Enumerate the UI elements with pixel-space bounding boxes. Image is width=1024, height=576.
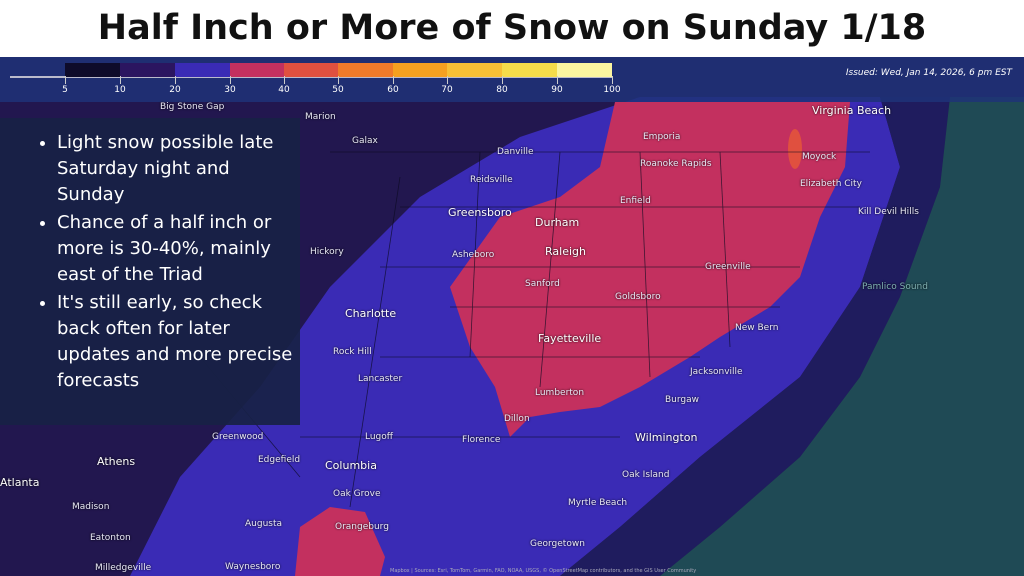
city-label: Sanford: [525, 279, 560, 289]
legend-tick-label: 50: [332, 85, 344, 95]
city-label: Greensboro: [448, 206, 512, 219]
bullet-list: Light snow possible late Saturday night …: [0, 130, 300, 394]
city-label: Myrtle Beach: [568, 498, 628, 508]
city-label: Oak Island: [622, 470, 670, 480]
legend-tick-label: 10: [114, 85, 126, 95]
city-label: Hickory: [310, 247, 344, 257]
city-label: Orangeburg: [335, 522, 389, 532]
ocean: [660, 97, 1024, 576]
city-label: Eatonton: [90, 533, 131, 543]
legend-swatch: [338, 63, 393, 77]
city-label: Florence: [462, 435, 501, 445]
city-label: Danville: [497, 147, 534, 157]
city-label: Roanoke Rapids: [640, 159, 712, 169]
issued-timestamp: Issued: Wed, Jan 14, 2026, 6 pm EST: [845, 68, 1012, 78]
city-label: Lugoff: [365, 432, 393, 442]
city-label: Jacksonville: [690, 367, 743, 377]
city-label: Rock Hill: [333, 347, 372, 357]
city-label: Elizabeth City: [800, 179, 862, 189]
city-label: Moyock: [802, 152, 837, 162]
city-label: Lancaster: [358, 374, 403, 384]
city-label: Greenwood: [212, 432, 264, 442]
legend-swatch: [175, 63, 230, 77]
legend-tick-label: 80: [496, 85, 508, 95]
city-label: Big Stone Gap: [160, 102, 225, 112]
legend-tick-label: 100: [603, 85, 621, 95]
city-label: Oak Grove: [333, 489, 381, 499]
legend-tick: [612, 76, 613, 84]
legend-tick: [120, 76, 121, 84]
legend-swatch: [447, 63, 502, 77]
zone-30-40: [450, 102, 850, 437]
legend-tick-label: 30: [224, 85, 236, 95]
city-label: Reidsville: [470, 175, 513, 185]
map-attribution: Mapbox | Sources: Esri, TomTom, Garmin, …: [390, 568, 697, 574]
legend-swatch: [557, 63, 612, 77]
city-label: Milledgeville: [95, 563, 152, 573]
city-label: Lumberton: [535, 388, 585, 398]
city-label: Augusta: [245, 519, 283, 529]
snow-probability-map[interactable]: 5 10 20 30 40 50 60 70 80 90 100 Issued: Wed, Jan …: [0, 57, 1024, 576]
city-label: Pamlico Sound: [862, 282, 928, 292]
zone-40-50: [788, 129, 802, 169]
city-label: Marion: [305, 112, 336, 122]
city-label: Wilmington: [635, 431, 698, 444]
legend: 5 10 20 30 40 50 60 70 80 90 100: [0, 57, 1024, 102]
legend-tick: [175, 76, 176, 84]
legend-tick-label: 90: [551, 85, 563, 95]
legend-tick-label: 60: [387, 85, 399, 95]
legend-tick-label: 40: [278, 85, 290, 95]
city-label: Waynesboro: [225, 562, 281, 572]
legend-tick-label: 20: [169, 85, 181, 95]
city-label: New Bern: [735, 323, 779, 333]
city-label: Athens: [97, 455, 136, 468]
county-lines: [199, 151, 870, 508]
city-label: Emporia: [643, 132, 681, 142]
city-label: Enfield: [620, 196, 651, 206]
zone-30-40-south: [295, 507, 385, 576]
city-label: Kill Devil Hills: [858, 207, 919, 217]
city-label: Columbia: [325, 459, 377, 472]
city-label: Goldsboro: [615, 292, 661, 302]
city-label: Georgetown: [530, 539, 585, 549]
legend-tick-label: 5: [62, 85, 68, 95]
city-label: Asheboro: [452, 250, 495, 260]
bullet-item: It's still early, so check back often fo…: [57, 290, 300, 394]
city-label: Atlanta: [0, 476, 40, 489]
legend-tick: [230, 76, 231, 84]
city-label: Madison: [72, 502, 110, 512]
map-zones: [0, 57, 1024, 576]
info-box: Light snow possible late Saturday night …: [0, 118, 300, 425]
legend-tick: [393, 76, 394, 84]
page-title: Half Inch or More of Snow on Sunday 1/18: [0, 0, 1024, 57]
city-label: Dillon: [504, 414, 530, 424]
zone-10-20-coast: [560, 97, 950, 576]
legend-axis: [10, 76, 612, 78]
bullet-item: Chance of a half inch or more is 30-40%,…: [57, 210, 300, 288]
city-label: Burgaw: [665, 395, 700, 405]
city-label: Edgefield: [258, 455, 301, 465]
legend-swatch: [65, 63, 120, 77]
legend-tick-label: 70: [441, 85, 453, 95]
city-label: Durham: [535, 216, 580, 229]
city-label: Fayetteville: [538, 332, 602, 345]
city-label: Virginia Beach: [812, 104, 892, 117]
city-label: Greenville: [705, 262, 751, 272]
bullet-item: Light snow possible late Saturday night …: [57, 130, 300, 208]
legend-swatch: [120, 63, 175, 77]
legend-tick: [65, 76, 66, 84]
legend-swatch: [284, 63, 338, 77]
legend-swatch: [393, 63, 447, 77]
legend-tick: [447, 76, 448, 84]
legend-tick: [284, 76, 285, 84]
legend-tick: [502, 76, 503, 84]
city-label: Charlotte: [345, 307, 397, 320]
legend-tick: [557, 76, 558, 84]
city-label: Raleigh: [545, 245, 586, 258]
legend-swatch: [502, 63, 557, 77]
legend-swatch: [230, 63, 284, 77]
city-label: Galax: [352, 136, 378, 146]
legend-tick: [338, 76, 339, 84]
